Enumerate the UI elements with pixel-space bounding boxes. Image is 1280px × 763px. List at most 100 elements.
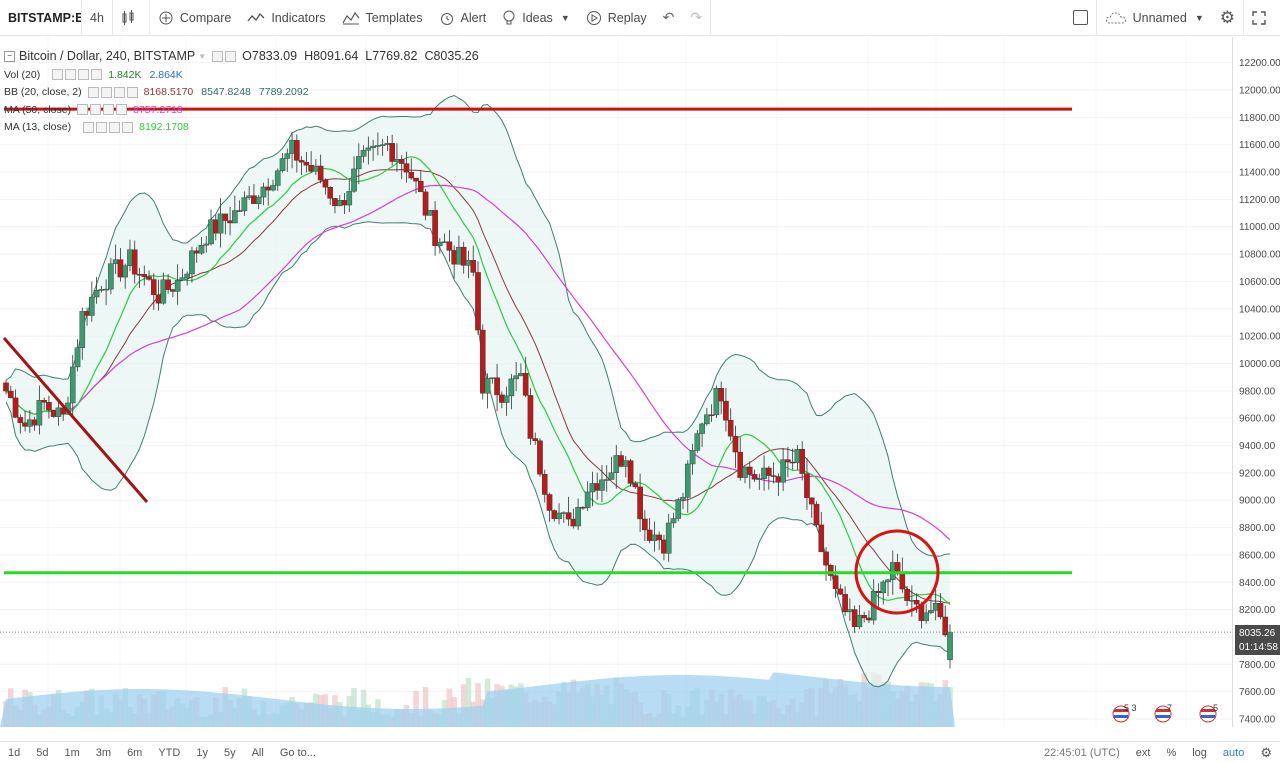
undo-button[interactable]: ↶ xyxy=(655,0,683,36)
replay-icon xyxy=(586,10,601,25)
candle-body xyxy=(284,153,291,159)
ext-toggle[interactable]: ext xyxy=(1135,746,1151,759)
goto-button[interactable]: Go to... xyxy=(279,746,316,759)
range-5y[interactable]: 5y xyxy=(223,746,236,759)
chart-grid xyxy=(0,37,1232,727)
bb-value-3: 7789.2092 xyxy=(258,86,309,99)
candle-body xyxy=(432,210,438,246)
price-tick-label: 9600.00 xyxy=(1239,414,1276,425)
remove-indicator-icon[interactable] xyxy=(116,104,128,116)
price-tick-label: 12000.00 xyxy=(1239,86,1280,97)
candle-body xyxy=(160,279,167,304)
hide-indicator-icon[interactable] xyxy=(77,104,89,116)
candle-body xyxy=(384,143,391,145)
settings-button[interactable]: ⚙ xyxy=(1212,0,1244,36)
fullscreen-button[interactable] xyxy=(1244,0,1280,36)
candle-body xyxy=(837,588,844,595)
candle-body xyxy=(694,433,701,451)
candle-body xyxy=(770,475,777,477)
economic-event-badge[interactable]: 5 xyxy=(1199,703,1218,723)
trend-line[interactable] xyxy=(2,337,149,503)
fullscreen-toggle-button[interactable] xyxy=(1065,0,1097,36)
remove-indicator-icon[interactable] xyxy=(122,121,134,133)
candle-body xyxy=(189,250,195,275)
candle-body xyxy=(599,479,605,491)
price-chart[interactable]: 5 3 7 5 2612:00Mar357912:0012141612:0019… xyxy=(0,37,1232,727)
add-indicator-icon[interactable] xyxy=(103,104,115,116)
replay-button[interactable]: Replay xyxy=(578,0,655,36)
price-tick-label: 8200.00 xyxy=(1239,605,1276,616)
range-3m[interactable]: 3m xyxy=(95,746,112,759)
range-all[interactable]: All xyxy=(251,746,264,759)
undo-icon: ↶ xyxy=(662,9,675,25)
candle-body xyxy=(537,440,543,475)
economic-event-badge[interactable]: 7 xyxy=(1154,703,1172,723)
candle-body xyxy=(899,571,906,590)
volume-bar xyxy=(460,684,467,727)
hide-indicator-icon[interactable] xyxy=(87,86,99,98)
vol-legend-row: Vol (20) 1.842K 2.864K xyxy=(4,66,479,84)
templates-button[interactable]: Templates xyxy=(334,0,431,36)
indicator-settings-icon[interactable] xyxy=(90,104,102,116)
alarm-clock-icon xyxy=(440,12,453,25)
gear-icon[interactable]: ⚙ xyxy=(1260,744,1272,760)
add-indicator-icon[interactable] xyxy=(113,86,125,98)
log-toggle[interactable]: log xyxy=(1192,746,1207,759)
candle-body xyxy=(689,450,696,465)
candle-body xyxy=(165,279,171,290)
current-price-label: 8035.26 xyxy=(1239,628,1276,639)
interval-button[interactable]: 4h xyxy=(82,0,113,36)
indicator-settings-icon[interactable] xyxy=(96,121,108,133)
range-1m[interactable]: 1m xyxy=(64,746,80,759)
ideas-button[interactable]: Ideas ▼ xyxy=(494,0,578,36)
alert-button[interactable]: Alert xyxy=(431,0,495,36)
symbol-search[interactable]: BITSTAMP:E xyxy=(0,0,82,36)
highlight-circle[interactable] xyxy=(854,529,940,615)
hide-series-icon[interactable] xyxy=(212,50,224,62)
redo-button[interactable]: ↷ xyxy=(682,0,712,36)
layout-name-button[interactable]: Unnamed ▼ xyxy=(1097,0,1212,36)
chart-style-button[interactable] xyxy=(113,0,150,36)
percent-toggle[interactable]: % xyxy=(1166,746,1177,759)
indicator-settings-icon[interactable] xyxy=(65,69,77,81)
candle-body xyxy=(84,311,90,316)
ma13-legend-row: MA (13, close) 8192.1708 xyxy=(4,119,479,137)
remove-indicator-icon[interactable] xyxy=(126,86,138,98)
add-indicator-icon[interactable] xyxy=(109,121,121,133)
candle-body xyxy=(889,562,896,581)
price-tick-label: 10000.00 xyxy=(1239,359,1280,370)
hide-indicator-icon[interactable] xyxy=(83,121,95,133)
compare-button[interactable]: Compare xyxy=(150,0,239,36)
range-5d[interactable]: 5d xyxy=(36,746,49,759)
candle-body xyxy=(928,610,934,614)
range-6m[interactable]: 6m xyxy=(127,746,143,759)
candle-body xyxy=(55,407,62,417)
chevron-down-icon[interactable]: ▼ xyxy=(198,51,207,61)
ohlc-close: C8035.26 xyxy=(424,49,479,63)
range-1d[interactable]: 1d xyxy=(8,746,21,759)
hide-indicator-icon[interactable] xyxy=(52,69,64,81)
range-ytd[interactable]: YTD xyxy=(158,746,181,759)
indicators-button[interactable]: Indicators xyxy=(239,0,333,36)
candle-body xyxy=(851,609,858,627)
economic-event-badge[interactable]: 5 3 xyxy=(1112,703,1137,723)
auto-toggle[interactable]: auto xyxy=(1222,746,1245,759)
price-tick-label: 8800.00 xyxy=(1239,523,1276,534)
ma50-label: MA (50, close) xyxy=(4,103,72,116)
candle-body xyxy=(403,163,410,173)
candle-body xyxy=(456,246,462,265)
indicators-label: Indicators xyxy=(271,10,326,25)
price-axis[interactable]: 12200.00 12000.00 11800.00 11600.00 11400.00… xyxy=(1232,37,1280,727)
candle-body xyxy=(370,145,376,149)
top-toolbar: BITSTAMP:E 4h Compare Indicators Templat… xyxy=(0,0,1280,36)
ohlc-high: H8091.64 xyxy=(304,49,359,63)
series-settings-icon[interactable] xyxy=(225,50,237,62)
collapse-icon[interactable]: − xyxy=(4,50,15,62)
utc-clock[interactable]: 22:45:01 (UTC) xyxy=(1043,746,1120,759)
candle-body xyxy=(932,602,939,611)
remove-indicator-icon[interactable] xyxy=(91,69,103,81)
indicator-settings-icon[interactable] xyxy=(100,86,112,98)
range-1y[interactable]: 1y xyxy=(196,746,208,759)
candle-body xyxy=(546,494,553,511)
add-indicator-icon[interactable] xyxy=(78,69,90,81)
